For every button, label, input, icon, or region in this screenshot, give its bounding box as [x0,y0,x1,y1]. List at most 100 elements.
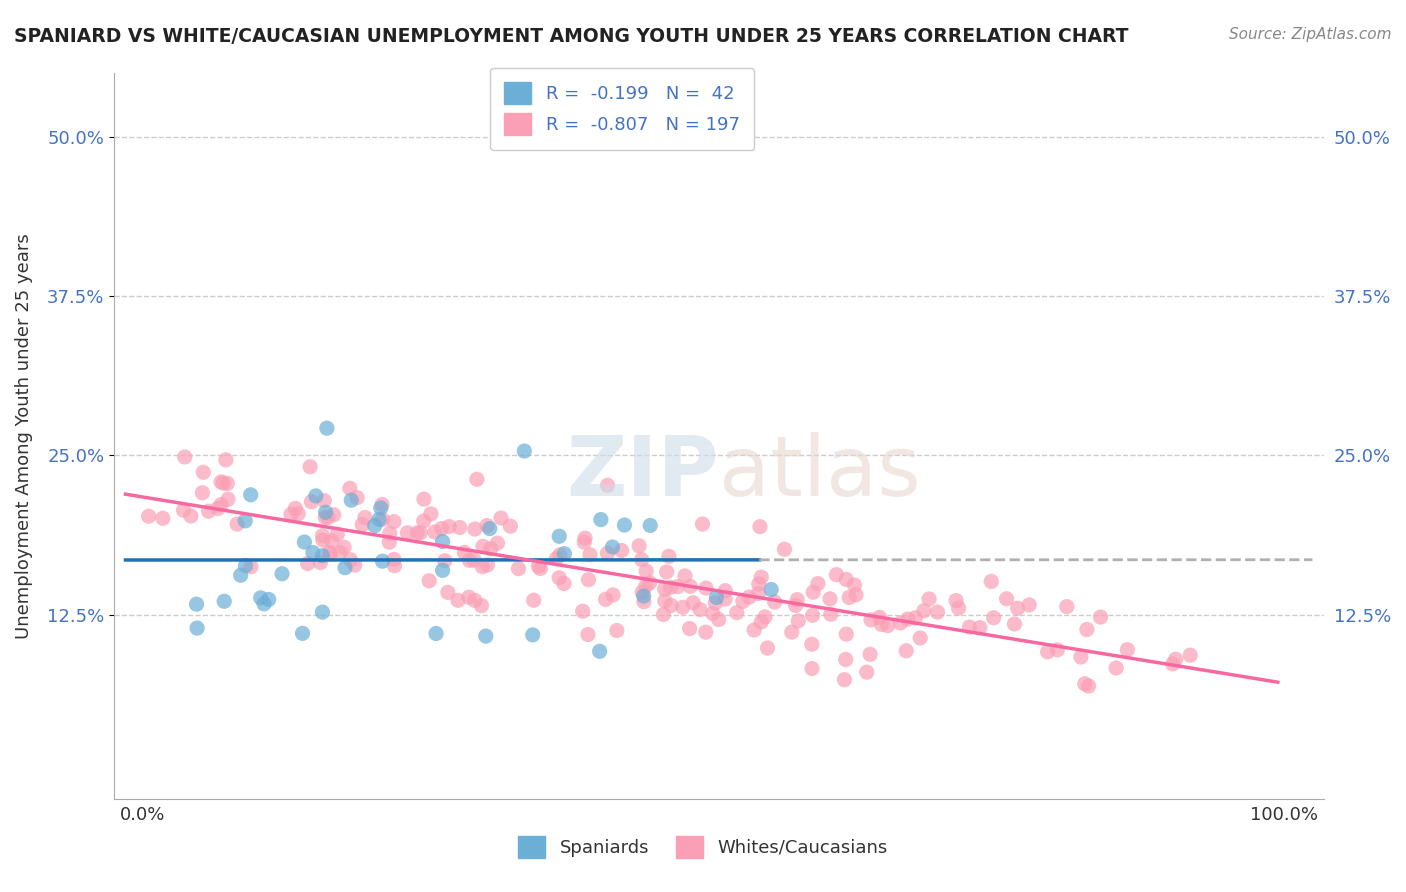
Point [1180,648,1202,663]
Point [333,560,356,574]
Point [1070,650,1092,665]
Point [314,493,336,508]
Point [193,465,215,479]
Point [311,529,333,543]
Point [457,591,479,605]
Point [191,485,214,500]
Point [464,522,486,536]
Point [595,592,617,607]
Point [1105,661,1128,675]
Point [384,558,406,573]
Point [945,593,967,607]
Point [352,517,374,532]
Point [253,597,276,611]
Point [679,579,702,593]
Point [212,594,235,608]
Point [983,610,1005,624]
Point [731,594,754,608]
Point [314,510,336,524]
Point [464,593,486,607]
Point [578,573,600,587]
Point [418,574,440,588]
Text: atlas: atlas [718,432,921,513]
Point [631,585,654,599]
Point [948,601,970,615]
Point [780,625,803,640]
Point [508,561,530,575]
Point [638,575,661,590]
Point [652,607,675,622]
Point [425,626,447,640]
Point [217,492,239,507]
Point [889,615,911,630]
Point [280,508,302,522]
Point [396,525,419,540]
Point [471,539,494,553]
Point [354,510,377,524]
Point [478,522,501,536]
Point [226,517,249,532]
Point [423,524,446,539]
Point [453,545,475,559]
Text: 100.0%: 100.0% [1250,805,1319,824]
Point [430,521,453,535]
Point [432,563,454,577]
Point [844,578,866,592]
Point [761,582,783,597]
Point [754,610,776,624]
Point [855,665,877,680]
Point [749,570,772,584]
Point [825,567,848,582]
Point [180,508,202,523]
Point [370,500,392,515]
Point [714,583,737,598]
Point [548,529,571,543]
Text: SPANIARD VS WHITE/CAUCASIAN UNEMPLOYMENT AMONG YOUTH UNDER 25 YEARS CORRELATION : SPANIARD VS WHITE/CAUCASIAN UNEMPLOYMENT… [14,27,1129,45]
Point [574,531,596,545]
Point [834,652,856,666]
Point [364,518,387,533]
Point [329,545,352,559]
Point [378,526,401,541]
Point [368,512,391,526]
Point [588,644,610,658]
Point [311,549,333,563]
Point [654,582,676,596]
Point [673,569,696,583]
Point [186,597,208,611]
Point [678,622,700,636]
Point [742,623,765,637]
Point [239,488,262,502]
Point [633,589,655,603]
Point [215,453,238,467]
Point [229,568,252,582]
Point [695,581,717,595]
Point [152,511,174,525]
Point [1164,652,1187,666]
Point [602,588,624,602]
Point [969,621,991,635]
Point [834,673,856,687]
Point [613,518,636,533]
Point [706,591,728,605]
Point [340,493,363,508]
Point [801,585,824,599]
Point [1056,599,1078,614]
Point [412,514,434,528]
Point [654,594,676,608]
Point [447,593,470,607]
Point [1018,598,1040,612]
Point [138,509,160,524]
Point [413,492,436,507]
Point [870,617,893,632]
Point [312,533,335,548]
Point [1004,617,1026,632]
Point [233,514,256,528]
Point [602,540,624,554]
Legend: Spaniards, Whites/Caucasians: Spaniards, Whites/Caucasians [510,829,896,865]
Point [343,558,366,573]
Point [371,554,394,568]
Point [319,547,342,561]
Point [339,481,361,495]
Point [499,519,522,533]
